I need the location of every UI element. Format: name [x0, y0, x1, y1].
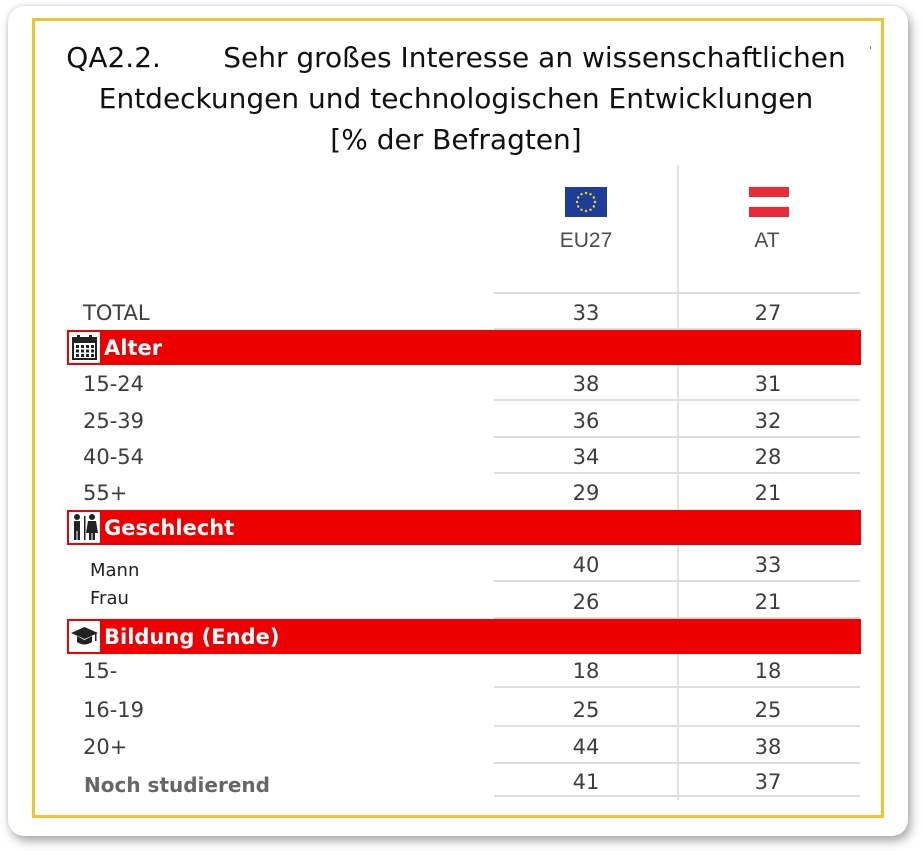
eu-star: [592, 205, 595, 208]
column-header-eu27: EU27: [559, 229, 613, 252]
row-label: 25-39: [83, 409, 145, 433]
row-separator: [494, 762, 860, 764]
flag-stripe-top: [749, 187, 789, 197]
row-label: 55+: [83, 481, 128, 505]
row-separator: [494, 795, 860, 797]
column-divider: [677, 165, 679, 800]
table-row-value-at: 28: [754, 445, 782, 469]
row-separator: [494, 725, 860, 727]
chart-title: QA2.2. Sehr großes Interesse an wissensc…: [36, 37, 876, 160]
eu-star: [580, 208, 583, 211]
title-line-1: QA2.2. Sehr großes Interesse an wissensc…: [66, 41, 846, 74]
row-label-total: TOTAL: [83, 301, 150, 325]
row-label: 15-: [83, 659, 118, 683]
eu-star: [589, 193, 592, 196]
table-row-value-at: 38: [754, 735, 782, 759]
section-label: Alter: [104, 336, 163, 360]
row-label-frau: Frau: [90, 588, 129, 609]
title-line-2: Entdeckungen und technologischen Entwick…: [98, 82, 814, 115]
title-line-3: [% der Befragten]: [330, 123, 582, 156]
table-row-value-eu27: 36: [572, 409, 600, 433]
table-row-value-eu27: 38: [572, 372, 600, 396]
table-row-value-eu27: 41: [572, 770, 600, 794]
row-label: 40-54: [83, 445, 145, 469]
eu-star: [584, 209, 588, 213]
section-header-0: Alter: [67, 330, 861, 365]
eu-star: [592, 196, 595, 199]
row-separator: [494, 436, 860, 438]
row-label: 15-24: [83, 372, 145, 396]
row-separator: [494, 328, 860, 330]
table-row-value-eu27: 29: [572, 481, 600, 505]
table-row-value-at: 21: [754, 590, 782, 614]
eu-star: [577, 205, 580, 208]
eu-star: [577, 196, 580, 199]
table-row-value-at: 37: [754, 770, 782, 794]
table-row-value-eu27: 25: [572, 698, 600, 722]
graduation-cap-icon: [69, 621, 100, 652]
table-row-value-eu27: 26: [572, 590, 600, 614]
table-row-value-eu27: 44: [572, 735, 600, 759]
row-separator: [494, 399, 860, 401]
table-row-value-at: 32: [754, 409, 782, 433]
section-header-2: Bildung (Ende): [67, 619, 861, 654]
eu-star: [589, 208, 592, 211]
section-label: Bildung (Ende): [104, 625, 280, 649]
total-row-value-at: 27: [754, 301, 782, 325]
table-row-value-at: 33: [754, 553, 782, 577]
table-row-value-eu27: 18: [572, 659, 600, 683]
row-label: 16-19: [83, 698, 145, 722]
eu-star: [593, 200, 597, 204]
eu-star: [584, 191, 588, 195]
austria-flag-icon: [749, 187, 789, 217]
table-row-value-at: 18: [754, 659, 782, 683]
row-separator: [494, 686, 860, 688]
table-row-value-at: 31: [754, 372, 782, 396]
total-row-value-eu27: 33: [572, 301, 600, 325]
row-separator: [494, 580, 860, 582]
column-header-at: AT: [754, 229, 780, 252]
row-separator: [494, 617, 860, 619]
flag-stripe-middle: [749, 197, 789, 207]
man-woman-icon: [69, 512, 100, 543]
table-row-value-at: 25: [754, 698, 782, 722]
row-label: 20+: [83, 735, 128, 759]
eu-flag-icon: [565, 187, 607, 217]
flag-stripe-bottom: [749, 207, 789, 217]
calendar-icon: [69, 332, 100, 363]
eu-star: [580, 193, 583, 196]
section-header-1: Geschlecht: [67, 510, 861, 545]
eu-star: [575, 200, 579, 204]
table-row-value-eu27: 40: [572, 553, 600, 577]
figure-frame: [32, 18, 884, 818]
row-separator: [494, 472, 860, 474]
section-label: Geschlecht: [104, 516, 235, 540]
corner-mark: [870, 46, 871, 49]
row-label-noch-studierend: Noch studierend: [84, 773, 270, 797]
row-label-mann: Mann: [90, 560, 140, 581]
table-row-value-at: 21: [754, 481, 782, 505]
row-separator: [494, 292, 860, 294]
table-row-value-eu27: 34: [572, 445, 600, 469]
